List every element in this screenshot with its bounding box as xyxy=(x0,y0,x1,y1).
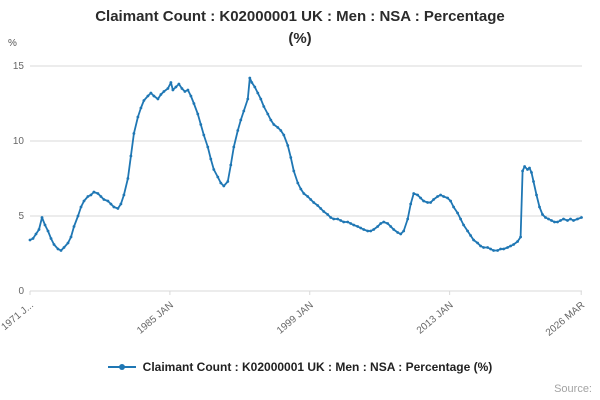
y-axis-unit-label: % xyxy=(8,38,17,49)
legend-line-marker-icon xyxy=(107,364,136,370)
svg-text:1999 JAN: 1999 JAN xyxy=(275,300,316,337)
legend: Claimant Count : K02000001 UK : Men : NS… xyxy=(0,360,600,374)
svg-text:15: 15 xyxy=(13,61,25,72)
svg-text:5: 5 xyxy=(18,211,24,222)
svg-text:10: 10 xyxy=(13,136,25,147)
chart-title-line1: Claimant Count : K02000001 UK : Men : NS… xyxy=(95,8,505,25)
chart-title: Claimant Count : K02000001 UK : Men : NS… xyxy=(0,6,600,50)
source-label: Source: xyxy=(554,383,592,395)
series-markers xyxy=(28,76,583,252)
svg-text:1971 J...: 1971 J... xyxy=(0,300,36,333)
svg-text:2026 MAR: 2026 MAR xyxy=(544,300,587,339)
x-axis-labels: 1971 J... 1985 JAN 1999 JAN 2013 JAN 2026 MA… xyxy=(0,291,587,339)
svg-text:0: 0 xyxy=(18,286,24,297)
gridlines xyxy=(30,65,582,292)
svg-text:1985 JAN: 1985 JAN xyxy=(135,300,176,337)
svg-text:2013 JAN: 2013 JAN xyxy=(415,300,456,337)
claimant-count-line-chart: 0 5 10 15 1971 J... 1985 JAN 1999 JAN 2013 JAN 2… xyxy=(0,61,587,339)
legend-item-label[interactable]: Claimant Count : K02000001 UK : Men : NS… xyxy=(142,360,493,374)
chart-title-line2: (%) xyxy=(288,29,312,47)
series-line xyxy=(29,77,583,252)
y-axis-labels: 0 5 10 15 xyxy=(13,61,25,297)
